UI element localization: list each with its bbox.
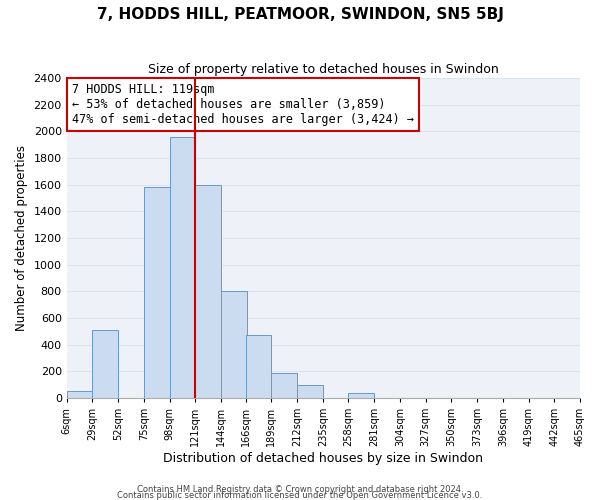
Y-axis label: Number of detached properties: Number of detached properties	[15, 145, 28, 331]
Bar	[245, 336, 271, 398]
Bar	[144, 188, 170, 398]
Text: 7, HODDS HILL, PEATMOOR, SWINDON, SN5 5BJ: 7, HODDS HILL, PEATMOOR, SWINDON, SN5 5B…	[97, 8, 503, 22]
Title: Size of property relative to detached houses in Swindon: Size of property relative to detached ho…	[148, 62, 499, 76]
Bar	[297, 384, 323, 398]
Bar	[92, 330, 118, 398]
Bar	[271, 372, 297, 398]
Text: Contains HM Land Registry data © Crown copyright and database right 2024.: Contains HM Land Registry data © Crown c…	[137, 484, 463, 494]
Text: 7 HODDS HILL: 119sqm
← 53% of detached houses are smaller (3,859)
47% of semi-de: 7 HODDS HILL: 119sqm ← 53% of detached h…	[72, 83, 414, 126]
X-axis label: Distribution of detached houses by size in Swindon: Distribution of detached houses by size …	[163, 452, 484, 465]
Bar	[221, 292, 247, 398]
Bar	[67, 390, 92, 398]
Text: Contains public sector information licensed under the Open Government Licence v3: Contains public sector information licen…	[118, 490, 482, 500]
Bar	[195, 184, 221, 398]
Bar	[349, 394, 374, 398]
Bar	[170, 136, 195, 398]
